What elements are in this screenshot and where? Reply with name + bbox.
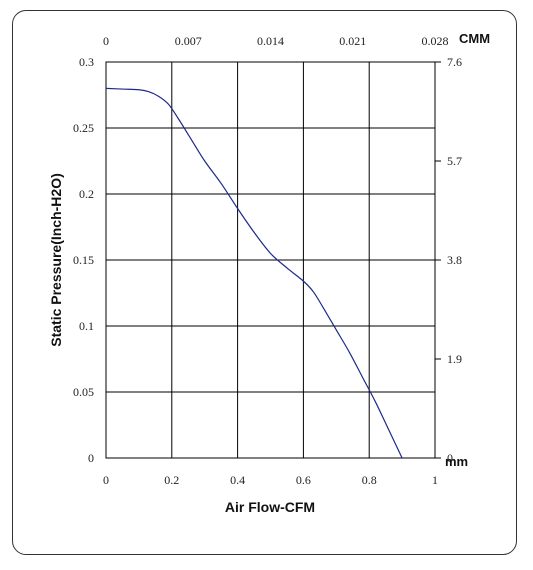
x-tick-label: 0	[103, 473, 109, 487]
y-tick-label: 0.15	[73, 253, 94, 267]
x-tick-labels: 0 0.2 0.4 0.6 0.8 1	[103, 473, 438, 487]
x-tick-label: 1	[432, 473, 438, 487]
right-tick-label: 0	[447, 451, 453, 465]
x-tick-label: 0.8	[362, 473, 377, 487]
right-axis-unit: mm	[445, 454, 468, 469]
y-axis-title: Static Pressure(Inch-H2O)	[48, 173, 64, 347]
grid	[106, 62, 435, 458]
right-tick-label: 5.7	[447, 154, 462, 168]
right-tick-label: 7.6	[447, 55, 462, 69]
x-tick-label: 0.2	[164, 473, 179, 487]
top-axis-unit: CMM	[459, 31, 490, 46]
y-tick-label: 0.25	[73, 121, 94, 135]
x-tick-label: 0.6	[296, 473, 311, 487]
right-tick-label: 3.8	[447, 253, 462, 267]
y-tick-labels: 0 0.05 0.1 0.15 0.2 0.25 0.3	[73, 55, 94, 465]
top-tick-label: 0.028	[422, 34, 449, 48]
x-tick-label: 0.4	[230, 473, 245, 487]
top-tick-label: 0.007	[175, 34, 202, 48]
y-tick-label: 0.3	[79, 55, 94, 69]
top-tick-label: 0.021	[339, 34, 366, 48]
y-tick-label: 0.2	[79, 187, 94, 201]
y-tick-label: 0	[88, 451, 94, 465]
y-tick-label: 0.05	[73, 385, 94, 399]
pressure-flow-curve	[105, 87, 403, 459]
y-tick-label: 0.1	[79, 319, 94, 333]
right-tick-label: 1.9	[447, 352, 462, 366]
right-axis-ticks	[435, 61, 441, 459]
top-tick-label: 0	[103, 34, 109, 48]
right-tick-labels: 1.9 3.8 5.7 7.6 0	[447, 55, 462, 465]
top-tick-label: 0.014	[257, 34, 284, 48]
top-tick-labels: 0 0.007 0.014 0.021 0.028	[103, 34, 449, 48]
x-axis-title: Air Flow-CFM	[225, 499, 315, 515]
chart-frame	[12, 10, 517, 555]
